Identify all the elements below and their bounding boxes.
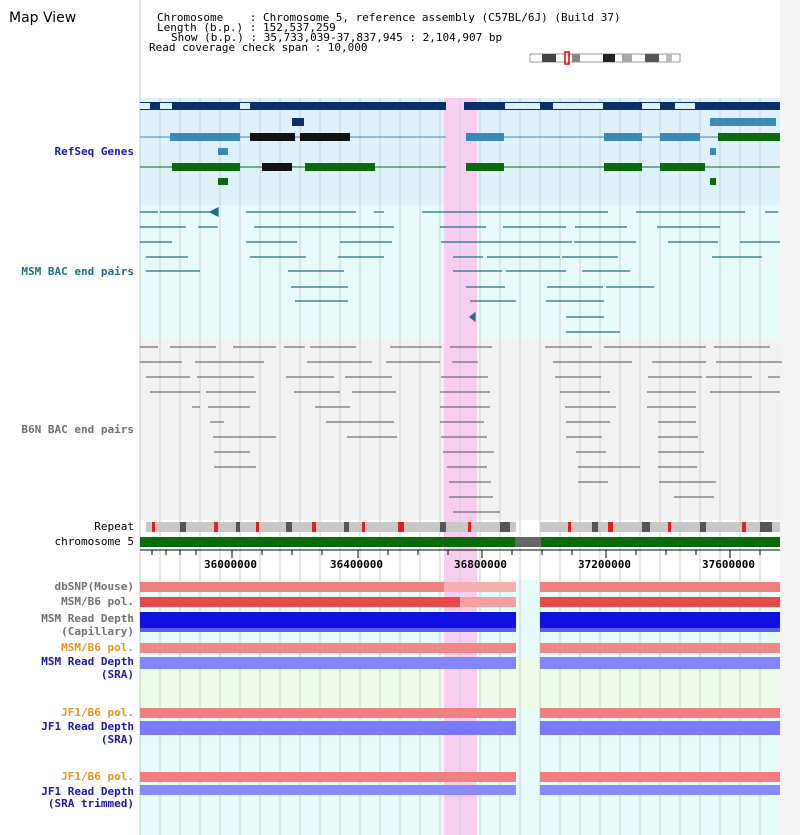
refseq-genes[interactable] [140, 102, 780, 185]
dbsnp-track[interactable] [140, 582, 780, 592]
b6n-bac-end-pairs[interactable] [140, 346, 782, 513]
axis-tick-label: 36800000 [454, 558, 507, 571]
length-info: Length (b.p.) : 152,537,259 [157, 21, 336, 34]
position-axis [140, 549, 780, 558]
repeat-track[interactable] [146, 522, 780, 532]
msm-bac-end-pairs[interactable] [140, 207, 780, 333]
jf1-b6-pol-label[interactable]: JF1/B6 pol. [61, 706, 134, 719]
jf1-read-depth-sra-sublabel: (SRA) [100, 733, 134, 746]
msm-b6-pol-label-2[interactable]: MSM/B6 pol. [61, 641, 134, 654]
msm-bac-label[interactable]: MSM BAC end pairs [21, 265, 134, 278]
msm-b6-pol-track[interactable] [140, 597, 780, 607]
jf1-read-depth-sra-trimmed[interactable] [140, 785, 780, 795]
right-scroll-margin[interactable] [780, 0, 800, 835]
msm-read-depth-capillary-label[interactable]: MSM Read Depth [41, 612, 134, 625]
axis-tick-label: 37600000 [702, 558, 755, 571]
refseq-genes-label[interactable]: RefSeq Genes [54, 145, 134, 158]
chromosome-ideogram[interactable] [529, 51, 681, 65]
jf1-read-depth-trimmed-label[interactable]: JF1 Read Depth [41, 785, 134, 798]
repeat-label: Repeat [94, 520, 134, 533]
map-view-title: Map View [9, 10, 77, 26]
msm-read-depth-sra-label[interactable]: MSM Read Depth [41, 655, 134, 668]
msm-read-depth-capillary-sublabel: (Capillary) [61, 625, 134, 638]
msm-b6-pol-track-2[interactable] [140, 643, 780, 653]
jf1-read-depth-sra-label[interactable]: JF1 Read Depth [41, 720, 134, 733]
chromosome-info: Chromosome : Chromosome 5, reference ass… [157, 11, 621, 24]
jf1-b6-pol-track[interactable] [140, 708, 780, 718]
axis-tick-label: 37200000 [578, 558, 631, 571]
msm-read-depth-sra[interactable] [140, 657, 780, 669]
show-range-info: Show (b.p.) : 35,733,039-37,837,945 : 2,… [171, 31, 503, 44]
axis-tick-label: 36000000 [204, 558, 257, 571]
jf1-b6-pol-track-2[interactable] [140, 772, 780, 782]
msm-read-depth-sra-sublabel: (SRA) [100, 668, 134, 681]
b6n-bac-label[interactable]: B6N BAC end pairs [21, 423, 134, 436]
ideogram-position-marker [564, 51, 570, 65]
dbsnp-label[interactable]: dbSNP(Mouse) [54, 580, 134, 593]
jf1-read-depth-sra[interactable] [140, 721, 780, 735]
chromosome-bar[interactable] [140, 537, 780, 547]
chromosome-label: chromosome 5 [54, 535, 134, 548]
msm-b6-pol-label[interactable]: MSM/B6 pol. [61, 595, 134, 608]
jf1-read-depth-trimmed-sublabel: (SRA trimmed) [47, 797, 134, 810]
msm-read-depth-capillary[interactable] [140, 612, 780, 632]
coverage-span-info: Read coverage check span : 10,000 [149, 41, 368, 54]
axis-tick-label: 36400000 [330, 558, 383, 571]
jf1-b6-pol-label-2[interactable]: JF1/B6 pol. [61, 770, 134, 783]
